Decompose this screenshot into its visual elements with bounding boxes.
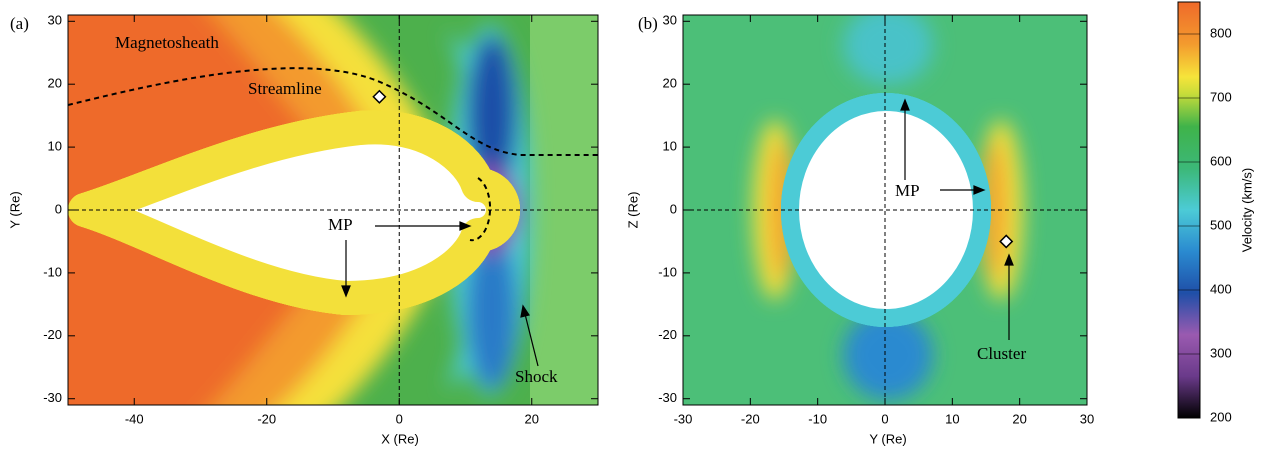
spacecraft-marker — [999, 234, 1014, 249]
y-tick-label: 20 — [663, 76, 677, 91]
colorbar-tick-label: 600 — [1210, 153, 1232, 168]
x-tick-label: -10 — [808, 411, 827, 426]
panel-label: (a) — [10, 14, 29, 33]
y-tick-label: -30 — [43, 390, 62, 405]
y-tick-label: -20 — [43, 327, 62, 342]
panel-label: (b) — [638, 14, 658, 33]
y-tick-label: -10 — [658, 264, 677, 279]
y-tick-label: 0 — [55, 201, 62, 216]
x-tick-label: 10 — [945, 411, 959, 426]
colorbar-tick-label: 200 — [1210, 409, 1232, 424]
x-tick-label: -20 — [741, 411, 760, 426]
x-tick-label: -30 — [674, 411, 693, 426]
field-a — [68, 15, 598, 405]
x-tick-label: 30 — [1080, 411, 1094, 426]
arrows — [341, 98, 1014, 367]
annotation: Cluster — [977, 344, 1026, 363]
y-tick-label: -30 — [658, 390, 677, 405]
x-tick-label: 20 — [525, 411, 539, 426]
annotation: Magnetosheath — [115, 33, 219, 52]
annotation: MP — [895, 181, 920, 200]
colorbar-tick-label: 400 — [1210, 281, 1232, 296]
y-tick-label: 10 — [663, 139, 677, 154]
y-tick-label: 30 — [48, 13, 62, 28]
annotation: Shock — [515, 367, 558, 386]
y-axis-label: Z (Re) — [625, 192, 640, 229]
y-tick-label: 10 — [48, 139, 62, 154]
colorbar-tick-label: 300 — [1210, 345, 1232, 360]
y-tick-label: 30 — [663, 13, 677, 28]
colorbar-tick-label: 700 — [1210, 89, 1232, 104]
colorbar-tick-label: 800 — [1210, 25, 1232, 40]
colorbar-label: Velocity (km/s) — [1239, 168, 1254, 253]
colorbar-tick-label: 500 — [1210, 217, 1232, 232]
y-axis-label: Y (Re) — [7, 191, 22, 228]
annotation: Streamline — [248, 79, 322, 98]
x-tick-label: -40 — [125, 411, 144, 426]
x-axis-label: X (Re) — [381, 431, 419, 446]
x-axis-label: Y (Re) — [869, 431, 906, 446]
colorbar — [1177, 1, 1201, 419]
x-tick-label: 0 — [396, 411, 403, 426]
x-tick-label: -20 — [257, 411, 276, 426]
annotation: MP — [328, 215, 353, 234]
y-tick-label: -20 — [658, 327, 677, 342]
x-tick-label: 20 — [1012, 411, 1026, 426]
y-tick-label: 0 — [670, 201, 677, 216]
y-tick-label: 20 — [48, 76, 62, 91]
spacecraft-marker — [372, 89, 387, 104]
x-tick-label: 0 — [881, 411, 888, 426]
y-tick-label: -10 — [43, 264, 62, 279]
